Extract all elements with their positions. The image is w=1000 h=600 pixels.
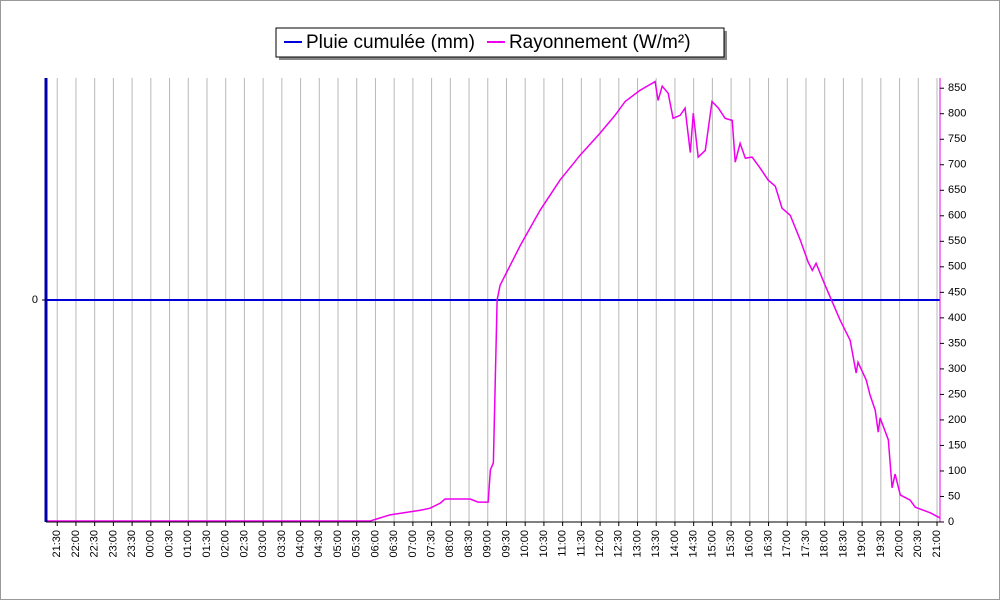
x-tick-label: 00:00 <box>145 530 157 558</box>
x-tick-label: 12:30 <box>613 530 625 558</box>
y2-tick-label: 300 <box>948 363 966 375</box>
x-tick-label: 07:30 <box>426 530 438 558</box>
x-tick-label: 07:00 <box>407 530 419 558</box>
x-tick-label: 15:30 <box>725 530 737 558</box>
x-tick-label: 11:30 <box>575 530 587 557</box>
x-tick-label: 01:30 <box>201 530 213 558</box>
x-tick-label: 06:00 <box>369 530 381 558</box>
y2-tick-label: 200 <box>948 414 966 426</box>
x-tick-label: 01:00 <box>182 530 194 558</box>
x-tick-label: 02:00 <box>220 530 232 558</box>
y2-tick-label: 450 <box>948 286 966 298</box>
x-tick-label: 17:30 <box>800 530 812 558</box>
x-tick-label: 23:00 <box>107 530 119 558</box>
series-line <box>46 80 941 522</box>
y2-tick-label: 350 <box>948 337 966 349</box>
ticks: 21:30 22:00 22:30 23:00 23:30 00:00 00:30 01:00… <box>32 82 966 557</box>
x-tick-label: 21:30 <box>51 530 63 558</box>
x-tick-label: 22:00 <box>70 530 82 558</box>
y2-tick-label: 700 <box>948 159 966 171</box>
x-tick-label: 02:30 <box>238 530 250 558</box>
y2-tick-label: 650 <box>948 184 966 196</box>
x-tick-label: 22:30 <box>89 530 101 558</box>
x-tick-label: 09:00 <box>482 530 494 558</box>
x-tick-label: 04:30 <box>313 530 325 558</box>
x-tick-label: 14:00 <box>669 530 681 558</box>
x-tick-label: 19:00 <box>856 530 868 558</box>
x-tick-label: 14:30 <box>688 530 700 558</box>
x-tick-label: 08:30 <box>463 530 475 558</box>
x-tick-label: 15:00 <box>706 530 718 558</box>
x-tick-label: 20:00 <box>893 530 905 558</box>
x-tick-label: 13:00 <box>631 530 643 558</box>
y2-tick-label: 250 <box>948 388 966 400</box>
x-tick-label: 16:00 <box>744 530 756 558</box>
lines <box>46 80 941 522</box>
x-tick-label: 06:30 <box>388 530 400 558</box>
x-tick-label: 05:30 <box>351 530 363 558</box>
y2-tick-label: 750 <box>948 133 966 145</box>
y2-tick-label: 100 <box>948 465 966 477</box>
y2-tick-label: 850 <box>948 82 966 94</box>
x-tick-label: 12:00 <box>594 530 606 558</box>
x-tick-label: 03:00 <box>257 530 269 558</box>
x-tick-label: 13:30 <box>650 530 662 558</box>
x-tick-label: 08:00 <box>444 530 456 558</box>
y2-tick-label: 400 <box>948 312 966 324</box>
x-tick-label: 10:30 <box>538 530 550 558</box>
legend-label: Pluie cumulée (mm) <box>306 32 475 53</box>
x-tick-label: 17:00 <box>781 530 793 558</box>
x-tick-label: 16:30 <box>762 530 774 558</box>
x-tick-label: 18:30 <box>837 530 849 558</box>
x-tick-label: 11:00 <box>557 530 569 557</box>
y2-tick-label: 600 <box>948 210 966 222</box>
y2-tick-label: 0 <box>948 516 954 528</box>
x-tick-label: 19:30 <box>875 530 887 558</box>
x-tick-label: 05:00 <box>332 530 344 558</box>
x-tick-label: 00:30 <box>163 530 175 558</box>
x-tick-label: 09:30 <box>500 530 512 558</box>
x-tick-label: 10:00 <box>519 530 531 558</box>
y-tick-label: 0 <box>32 294 38 306</box>
x-tick-label: 18:00 <box>819 530 831 558</box>
x-tick-label: 03:30 <box>276 530 288 558</box>
x-tick-label: 21:00 <box>931 530 943 558</box>
y2-tick-label: 800 <box>948 108 966 120</box>
x-tick-label: 20:30 <box>912 530 924 558</box>
y2-tick-label: 550 <box>948 235 966 247</box>
y2-tick-label: 150 <box>948 439 966 451</box>
legend: Pluie cumulée (mm) Rayonnement (W/m²) <box>275 27 727 60</box>
y2-tick-label: 50 <box>948 490 960 502</box>
x-tick-label: 23:30 <box>126 530 138 558</box>
x-tick-label: 04:00 <box>294 530 306 558</box>
y2-tick-label: 500 <box>948 261 966 273</box>
legend-label: Rayonnement (W/m²) <box>509 32 691 53</box>
